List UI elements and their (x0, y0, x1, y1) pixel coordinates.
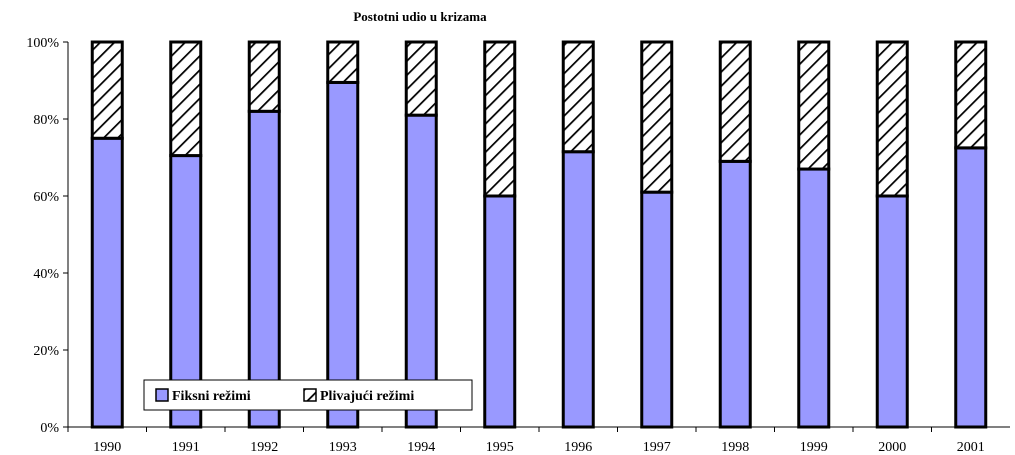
y-tick-label: 0% (40, 421, 59, 436)
x-tick-label: 1998 (721, 440, 749, 455)
x-tick-label: 1993 (329, 440, 357, 455)
legend: Fiksni režimi Plivajući režimi (143, 379, 473, 411)
bar-plivajuci-1994 (404, 40, 438, 117)
legend-box (143, 379, 473, 411)
y-tick-label: 40% (33, 267, 59, 282)
plot-area: 0% 20% 40% 60% 80% 100% 1990 1991 1992 1993 1994 19… (26, 36, 1010, 455)
legend-label-plivajuci: Plivajući režimi (320, 389, 414, 404)
bar-fiksni-1993 (326, 80, 360, 429)
x-tick-label: 1992 (250, 440, 278, 455)
y-tick-label: 80% (33, 113, 59, 128)
x-tick-label: 2001 (957, 440, 985, 455)
bar-plivajuci-1999 (797, 40, 831, 171)
bar-fiksni-1998 (718, 159, 752, 429)
bar-plivajuci-1991 (169, 40, 203, 158)
x-tick-label: 1996 (564, 440, 592, 455)
bar-fiksni-1997 (640, 190, 674, 429)
bar-fiksni-1994 (404, 113, 438, 429)
x-tick-label: 1997 (643, 440, 671, 455)
bar-plivajuci-1998 (718, 40, 752, 163)
y-tick-label: 20% (33, 344, 59, 359)
bar-fiksni-1996 (561, 150, 595, 429)
bar-fiksni-1999 (797, 167, 831, 429)
bar-plivajuci-2001 (954, 40, 988, 150)
x-tick-label: 1990 (93, 440, 121, 455)
x-tick-label: 1994 (407, 440, 435, 455)
chart-title: Postotni udio u krizama (353, 9, 487, 24)
legend-swatch-fiksni (155, 388, 169, 402)
bar-plivajuci-1990 (90, 40, 124, 140)
bar-plivajuci-1995 (483, 40, 517, 198)
bar-plivajuci-1993 (326, 40, 360, 84)
bar-fiksni-2001 (954, 146, 988, 429)
x-tick-label: 2000 (878, 440, 906, 455)
legend-label-fiksni: Fiksni režimi (172, 389, 251, 404)
y-tick-label: 60% (33, 190, 59, 205)
x-tick-label: 1999 (800, 440, 828, 455)
bar-fiksni-1990 (90, 136, 124, 429)
bar-plivajuci-2000 (875, 40, 909, 198)
bar-fiksni-2000 (875, 194, 909, 429)
y-tick-label: 100% (26, 36, 59, 51)
x-tick-label: 1991 (172, 440, 200, 455)
bar-plivajuci-1996 (561, 40, 595, 154)
x-tick-label: 1995 (486, 440, 514, 455)
bar-fiksni-1995 (483, 194, 517, 429)
bar-plivajuci-1997 (640, 40, 674, 194)
legend-swatch-plivajuci (303, 388, 317, 402)
bar-plivajuci-1992 (247, 40, 281, 113)
